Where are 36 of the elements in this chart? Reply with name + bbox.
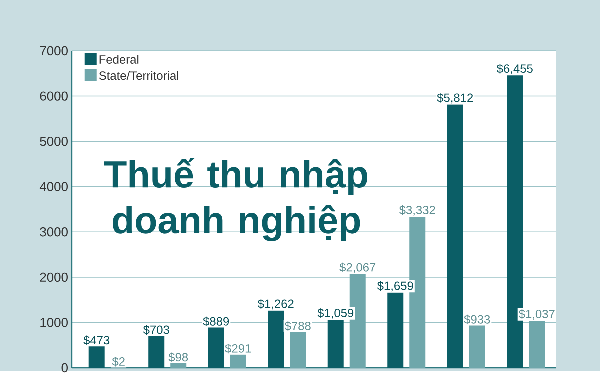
data-label: $473 xyxy=(84,336,110,346)
bar xyxy=(328,320,344,368)
bar xyxy=(469,326,486,368)
data-label: $1,059 xyxy=(318,308,354,319)
data-label: $703 xyxy=(143,325,170,336)
data-label: $788 xyxy=(284,321,311,332)
data-label: $889 xyxy=(203,316,230,327)
bar xyxy=(88,346,105,368)
y-tick-label: 1000 xyxy=(40,318,68,328)
bar xyxy=(529,321,546,368)
data-label: $1,659 xyxy=(377,281,414,292)
data-label: $291 xyxy=(225,344,252,354)
text: Thuế thu nhập doanh nghiệp xyxy=(104,158,368,242)
bar xyxy=(148,336,165,368)
bar xyxy=(170,364,187,368)
data-label: $933 xyxy=(464,314,490,325)
data-label: $1,037 xyxy=(518,310,555,320)
bar xyxy=(290,332,306,368)
legend-label: State/Territorial xyxy=(99,71,178,80)
data-label: $98 xyxy=(168,352,188,362)
data-label: $3,332 xyxy=(399,206,436,216)
y-tick-label: 7000 xyxy=(40,46,68,56)
data-label: $6,455 xyxy=(496,64,533,75)
data-label: $2 xyxy=(112,357,125,367)
data-label: $1,262 xyxy=(258,299,294,310)
bar xyxy=(268,310,284,368)
data-label: $2,067 xyxy=(340,262,376,274)
legend-label: Federal xyxy=(100,55,139,64)
data-label: $5,812 xyxy=(437,93,474,104)
y-tick-label: 0 xyxy=(62,363,68,373)
y-tick-label: 2000 xyxy=(40,272,68,282)
bar xyxy=(208,328,224,368)
y-tick-label: 4000 xyxy=(40,182,68,192)
y-tick-label: 3000 xyxy=(40,228,68,237)
y-tick-label: 6000 xyxy=(40,92,68,101)
y-tick-label: 5000 xyxy=(40,137,68,146)
